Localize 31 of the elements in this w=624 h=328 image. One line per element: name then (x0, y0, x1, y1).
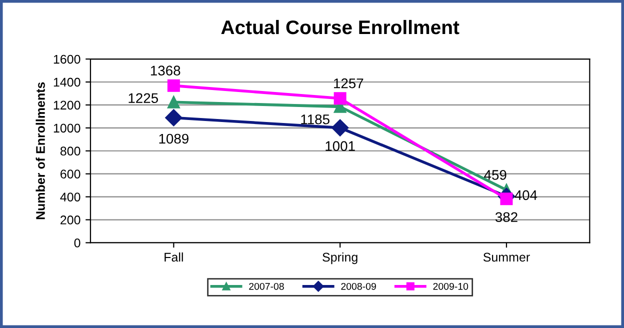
data-label: 1225 (128, 93, 158, 104)
y-tick-label: 0 (74, 238, 80, 248)
y-tick-label: 800 (60, 146, 80, 156)
x-tick-label: Fall (164, 252, 183, 262)
data-label: 382 (495, 212, 518, 222)
y-tick-label: 1400 (54, 78, 80, 87)
legend-label: 2008-09 (341, 282, 376, 290)
data-label: 1185 (301, 114, 330, 124)
data-label: 1001 (326, 141, 355, 151)
x-tick-label: Summer (483, 252, 530, 262)
data-label: 1089 (159, 134, 188, 144)
legend-label: 2009-10 (433, 282, 468, 290)
y-tick-label: 400 (60, 192, 80, 202)
y-tick-label: 1600 (54, 54, 80, 64)
data-label: 404 (514, 190, 538, 200)
data-label: 1368 (150, 66, 180, 76)
y-axis-title: Number of Enrollments (36, 82, 45, 220)
y-tick-label: 200 (60, 216, 80, 224)
chart-title: Actual Course Enrollment (221, 20, 460, 34)
point (334, 92, 346, 105)
point (167, 79, 180, 92)
y-tick-label: 1000 (54, 124, 80, 133)
y-tick-label: 600 (60, 170, 80, 178)
data-label: 459 (484, 170, 506, 180)
legend-label: 2007-08 (249, 282, 284, 290)
x-tick-label: Spring (322, 252, 358, 264)
y-tick-label: 1200 (54, 100, 80, 110)
data-label: 1257 (334, 78, 364, 88)
point (167, 96, 180, 108)
point (332, 119, 349, 136)
point (165, 109, 182, 126)
